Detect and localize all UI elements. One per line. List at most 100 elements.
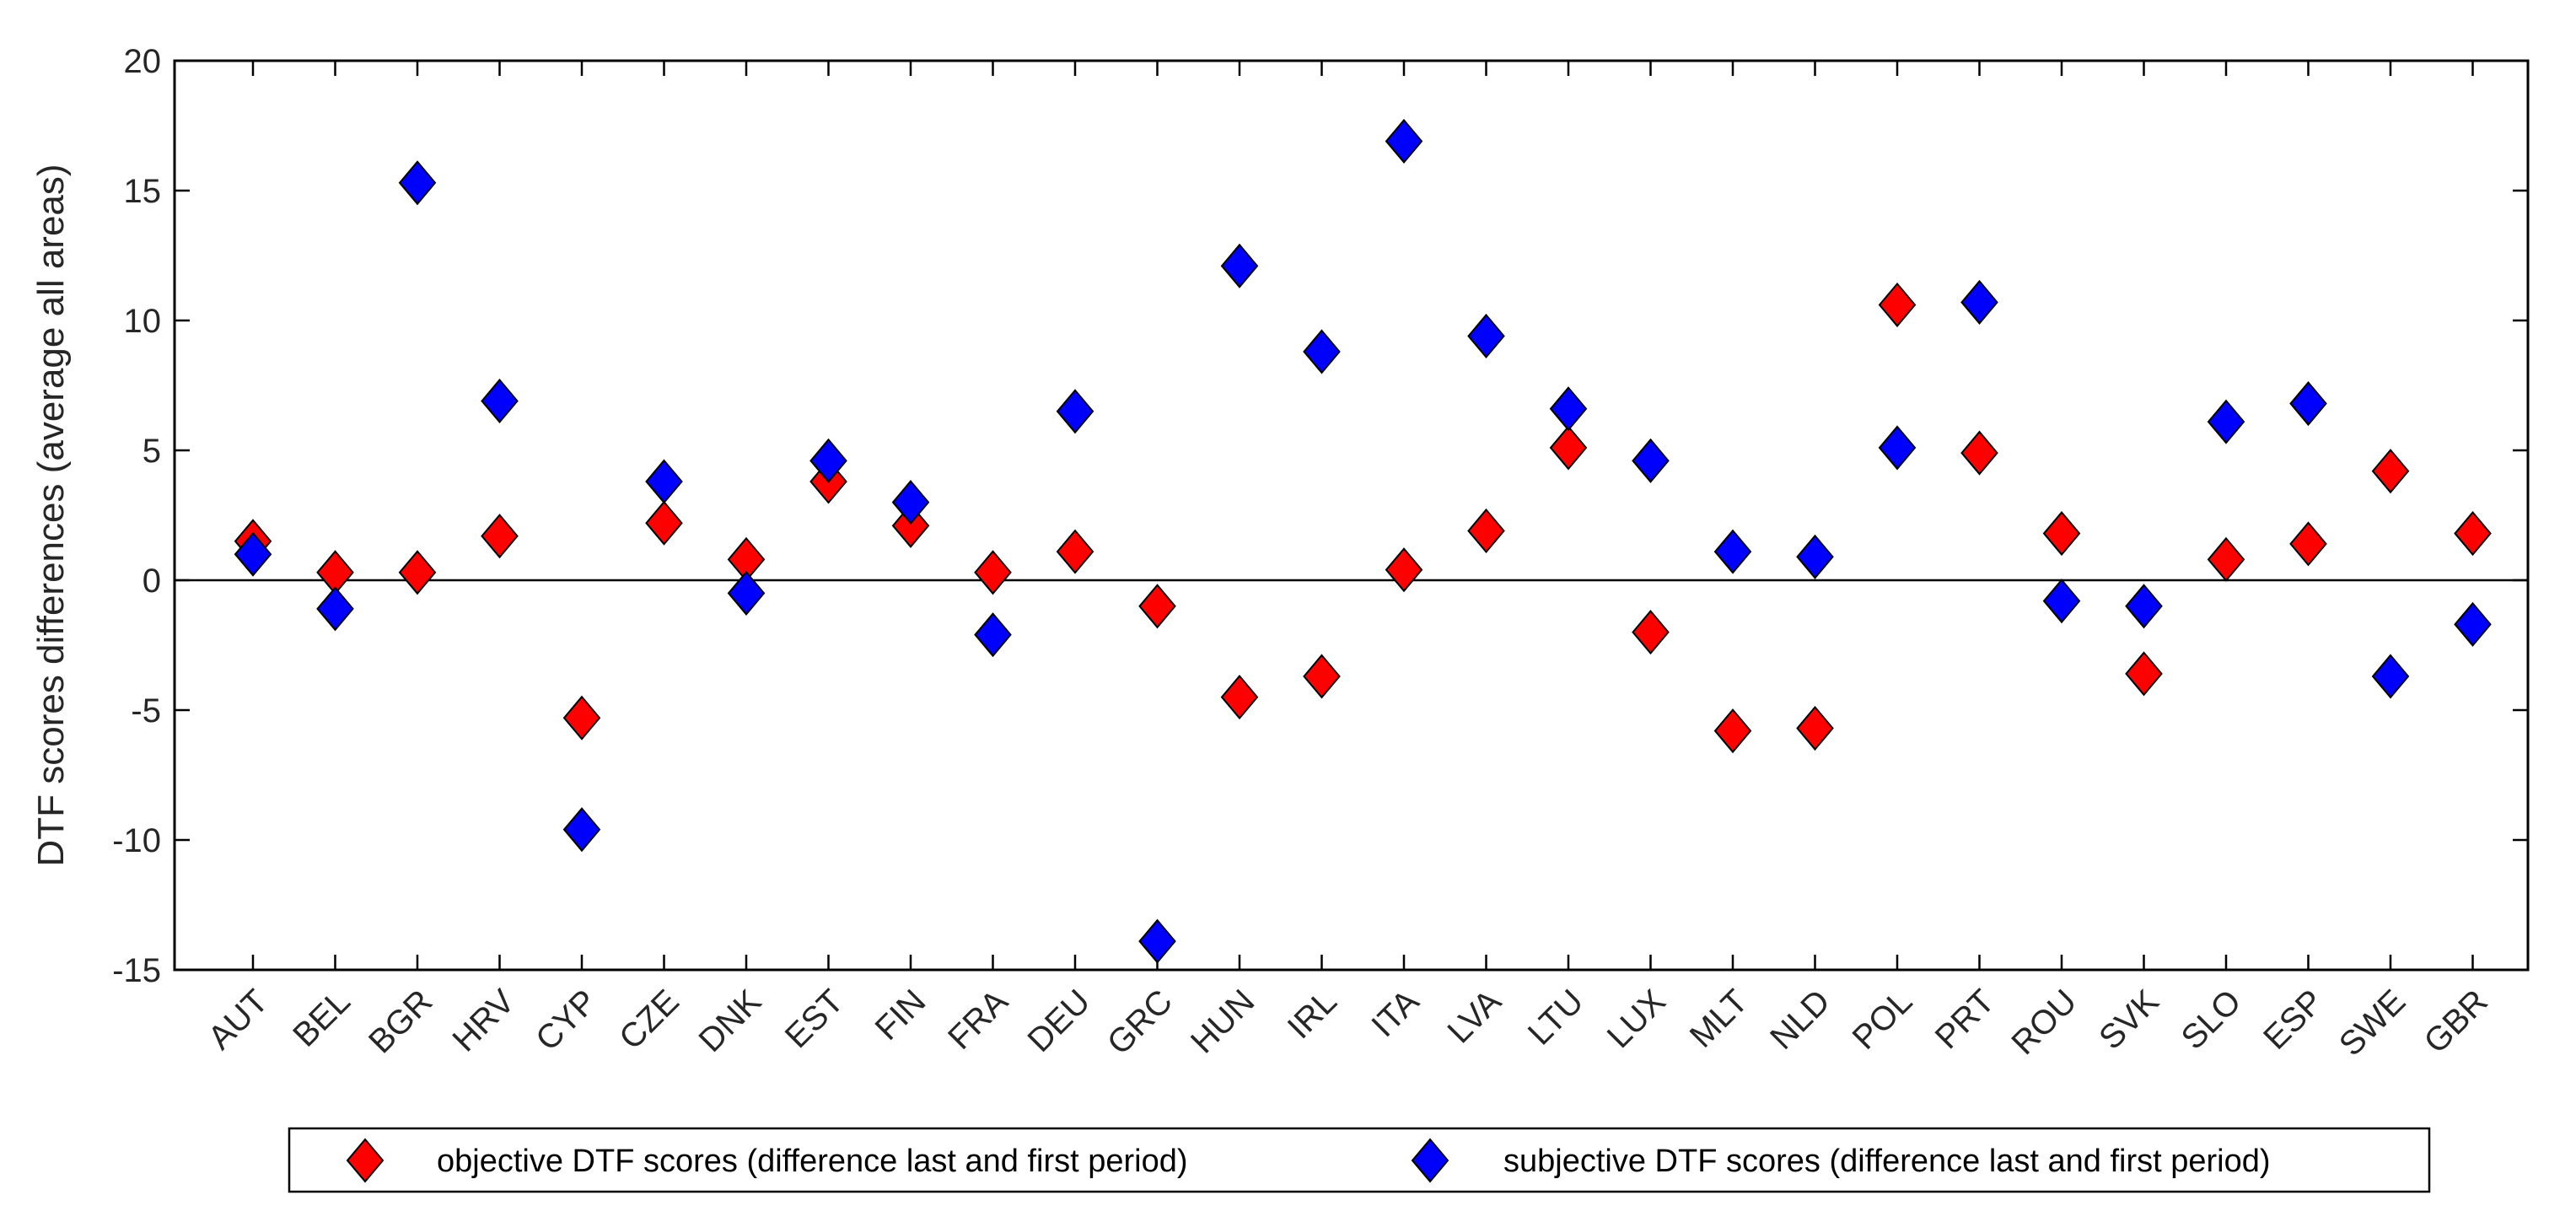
objective-point-fin xyxy=(891,503,930,548)
x-tick-label: IRL xyxy=(1281,983,1344,1046)
subjective-point-rou xyxy=(2042,579,2081,624)
subjective-point-fra xyxy=(974,612,1012,658)
objective-point-irl xyxy=(1303,654,1341,699)
x-tick-label: ITA xyxy=(1364,983,1426,1044)
subjective-point-cyp xyxy=(562,807,601,853)
x-tick-label: ESP xyxy=(2256,983,2331,1057)
x-tick-label: MLT xyxy=(1683,983,1756,1055)
objective-point-gbr xyxy=(2454,511,2492,557)
x-tick-label: GRC xyxy=(1100,983,1180,1062)
subjective-point-dnk xyxy=(727,570,766,616)
y-tick-label: -15 xyxy=(112,952,161,989)
objective-point-deu xyxy=(1056,529,1094,574)
subjective-point-grc xyxy=(1138,918,1176,964)
plot-background xyxy=(175,61,2528,970)
x-tick-label: SVK xyxy=(2092,983,2166,1057)
y-tick-label: 20 xyxy=(124,43,162,80)
y-tick-label: 15 xyxy=(124,173,162,210)
subjective-point-svk xyxy=(2125,584,2163,629)
objective-point-svk xyxy=(2125,651,2163,697)
y-axis-label: DTF scores differences (average all area… xyxy=(30,164,72,866)
x-tick-label: FRA xyxy=(941,983,1015,1057)
legend-marker-objective xyxy=(346,1138,385,1183)
x-tick-label: HRV xyxy=(446,983,523,1059)
subjective-point-cze xyxy=(645,459,683,504)
subjective-point-mlt xyxy=(1713,529,1752,574)
subjective-point-hrv xyxy=(481,378,519,424)
objective-point-lux xyxy=(1632,610,1670,655)
y-axis: -15 -10 -5 0 5 10 15 20 xyxy=(112,43,2528,989)
subjective-point-lux xyxy=(1632,438,1670,483)
objective-point-fra xyxy=(974,550,1012,595)
objective-point-slo xyxy=(2207,536,2245,582)
objective-point-prt xyxy=(1960,430,1998,476)
x-tick-label: CYP xyxy=(529,983,604,1058)
legend-label-objective: objective DTF scores (difference last an… xyxy=(437,1144,1188,1179)
x-tick-label: SLO xyxy=(2175,983,2249,1057)
subjective-point-gbr xyxy=(2454,601,2492,647)
x-tick-label: LTU xyxy=(1521,983,1590,1052)
subjective-point-ita xyxy=(1385,118,1423,164)
objective-point-swe xyxy=(2371,449,2410,494)
x-tick-label: LUX xyxy=(1600,983,1673,1055)
subjective-point-prt xyxy=(1960,279,1998,325)
objective-point-esp xyxy=(2289,521,2327,567)
objective-point-nld xyxy=(1796,706,1834,751)
x-tick-label: SWE xyxy=(2332,983,2413,1063)
y-tick-label: -5 xyxy=(131,692,161,730)
subjective-point-slo xyxy=(2207,399,2245,444)
subjective-point-hun xyxy=(1220,243,1259,288)
subjective-point-esp xyxy=(2289,381,2327,427)
legend: objective DTF scores (difference last an… xyxy=(288,1127,2431,1193)
x-tick-label: DNK xyxy=(692,983,769,1059)
y-tick-label: 0 xyxy=(143,563,161,600)
y-tick-label: 10 xyxy=(124,303,162,340)
objective-point-mlt xyxy=(1713,708,1752,754)
x-tick-label: CZE xyxy=(612,983,686,1057)
subjective-point-bel xyxy=(316,586,354,632)
x-tick-label: PRT xyxy=(1928,983,2002,1056)
x-tick-label: NLD xyxy=(1763,983,1837,1057)
objective-point-cyp xyxy=(562,695,601,740)
objective-point-ltu xyxy=(1549,425,1588,471)
subjective-point-ltu xyxy=(1549,386,1588,432)
x-tick-label: BEL xyxy=(286,983,358,1054)
subjective-point-pol xyxy=(1878,425,1917,471)
subjective-point-fin xyxy=(891,480,930,525)
data-markers xyxy=(234,118,2492,964)
legend-box xyxy=(288,1127,2431,1193)
subjective-point-irl xyxy=(1303,329,1341,374)
subjective-point-swe xyxy=(2371,654,2410,699)
x-tick-label: POL xyxy=(1846,983,1920,1057)
plot-frame xyxy=(173,59,2530,972)
objective-point-hrv xyxy=(481,514,519,559)
legend-label-subjective: subjective DTF scores (difference last a… xyxy=(1503,1144,2271,1179)
objective-point-bgr xyxy=(398,550,437,595)
x-tick-label: HUN xyxy=(1184,983,1261,1060)
x-tick-label: LVA xyxy=(1440,983,1508,1051)
subjective-point-bgr xyxy=(398,160,437,206)
subjective-point-deu xyxy=(1056,389,1094,434)
legend-marker-subjective xyxy=(1411,1138,1449,1183)
x-tick-label: AUT xyxy=(202,983,276,1057)
x-tick-label: BGR xyxy=(362,983,439,1060)
objective-point-rou xyxy=(2042,511,2081,557)
subjective-point-nld xyxy=(1796,534,1834,579)
subjective-point-est xyxy=(809,438,847,483)
x-tick-label: ROU xyxy=(2004,983,2084,1062)
y-tick-label: 5 xyxy=(143,433,161,470)
objective-point-hun xyxy=(1220,675,1259,720)
y-tick-label: -10 xyxy=(112,822,161,859)
objective-point-lva xyxy=(1467,508,1505,554)
objective-point-pol xyxy=(1878,282,1917,328)
x-tick-label: FIN xyxy=(869,983,933,1047)
objective-point-ita xyxy=(1385,547,1423,593)
subjective-point-lva xyxy=(1467,313,1505,359)
objective-point-grc xyxy=(1138,584,1176,629)
objective-point-cze xyxy=(645,500,683,546)
x-tick-label: DEU xyxy=(1021,983,1098,1059)
x-tick-label: GBR xyxy=(2417,983,2494,1060)
x-tick-label: EST xyxy=(778,983,851,1055)
subjective-point-aut xyxy=(234,531,272,577)
